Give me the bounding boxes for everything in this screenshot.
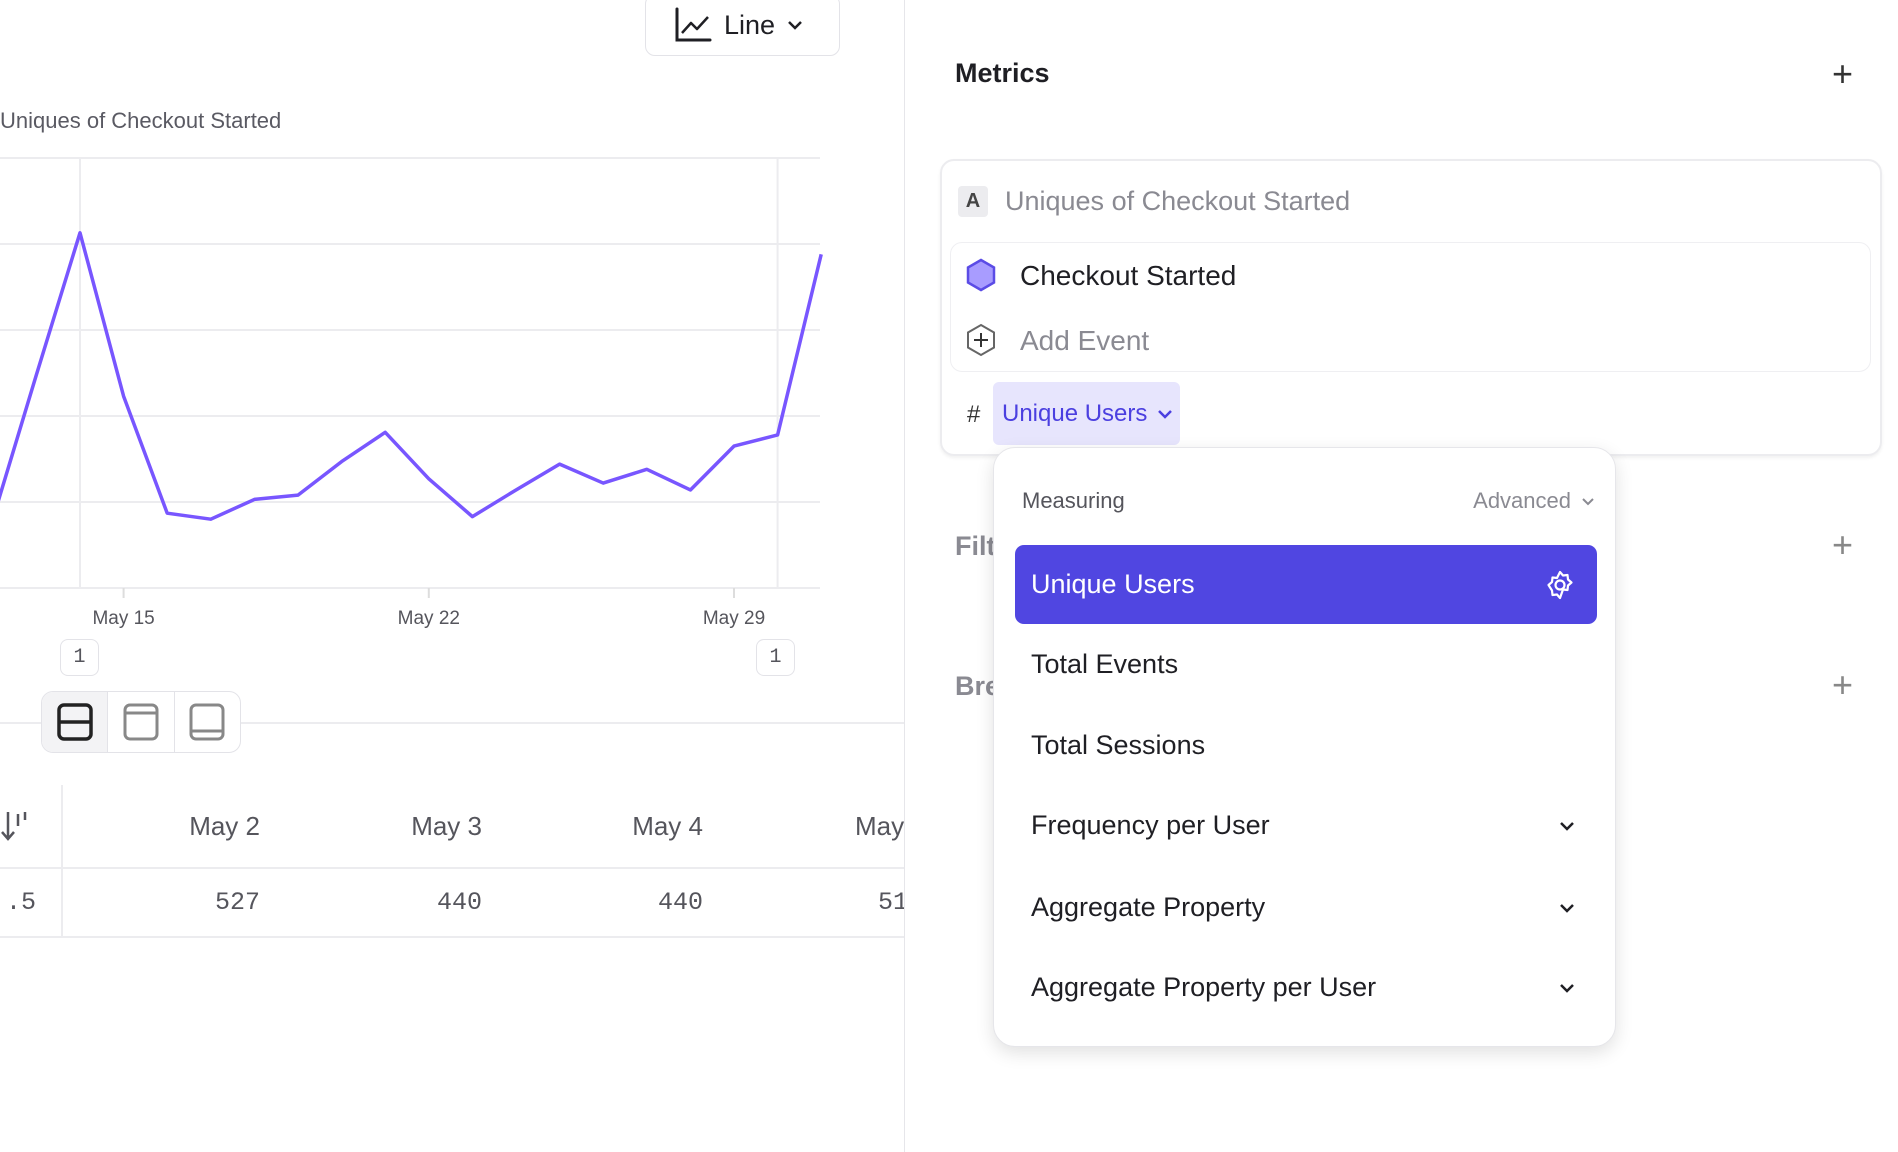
row-divider — [0, 936, 904, 938]
row-divider — [0, 867, 904, 869]
add-event-icon[interactable] — [965, 323, 997, 357]
divider — [0, 722, 904, 724]
add-metric-button[interactable]: + — [1832, 53, 1854, 94]
menu-item-aggregate-property-per-user[interactable]: Aggregate Property per User — [1015, 948, 1597, 1027]
x-tick-label: May 15 — [92, 608, 154, 629]
menu-item-label: Aggregate Property — [1031, 892, 1266, 922]
split-view-button[interactable] — [42, 692, 109, 752]
report-area: Line Uniques of Checkout Started May 15 M… — [0, 0, 905, 1152]
measure-hash-icon: # — [967, 401, 981, 428]
breakdown-title: Bre — [955, 671, 1001, 701]
table-cell: 440 — [436, 888, 482, 917]
menu-item-frequency-per-user[interactable]: Frequency per User — [1015, 786, 1597, 865]
chevron-down-icon — [1560, 983, 1574, 993]
menu-item-label: Total Sessions — [1031, 730, 1206, 760]
top-panel-icon — [123, 703, 159, 741]
metric-title[interactable]: Uniques of Checkout Started — [1005, 186, 1351, 216]
annotation-badge[interactable]: 1 — [60, 639, 99, 676]
line-chart-icon — [675, 7, 712, 42]
add-breakdown-button[interactable]: + — [1832, 664, 1854, 705]
menu-item-total-events[interactable]: Total Events — [1015, 625, 1597, 704]
chart-type-button[interactable]: Line — [645, 0, 840, 56]
bottom-view-button[interactable] — [175, 692, 240, 752]
menu-item-label: Frequency per User — [1031, 810, 1270, 840]
event-name[interactable]: Checkout Started — [1020, 260, 1237, 291]
bottom-panel-icon — [189, 703, 225, 741]
top-view-button[interactable] — [108, 692, 175, 752]
event-hexagon-icon — [966, 258, 996, 292]
measuring-dropdown-menu: Measuring Advanced Unique Users Total Ev… — [993, 447, 1616, 1047]
filters-title: Filt — [955, 531, 996, 561]
table-cell: 51 — [878, 888, 904, 917]
table-cell: 527 — [214, 888, 260, 917]
split-view-icon — [56, 703, 93, 741]
event-list — [950, 242, 1871, 372]
menu-item-total-sessions[interactable]: Total Sessions — [1015, 706, 1597, 785]
column-header[interactable]: May 4 — [632, 811, 703, 841]
table-cell: .5 — [5, 888, 36, 917]
annotation-badge[interactable]: 1 — [756, 639, 795, 676]
chart-type-label: Line — [724, 9, 776, 40]
table-cell: 440 — [657, 888, 703, 917]
chevron-down-icon — [1560, 903, 1574, 913]
column-divider — [61, 785, 63, 938]
layout-toggle — [41, 691, 241, 753]
x-tick-label: May 22 — [398, 608, 460, 629]
add-filter-button[interactable]: + — [1832, 524, 1854, 565]
line-chart: May 15 May 22 May 29 — [0, 157, 823, 629]
menu-item-unique-users[interactable]: Unique Users — [1015, 545, 1597, 624]
menu-item-label: Unique Users — [1031, 569, 1195, 599]
menu-item-aggregate-property[interactable]: Aggregate Property — [1015, 868, 1597, 947]
chart-title: Uniques of Checkout Started — [0, 108, 282, 133]
column-header[interactable]: May 2 — [189, 811, 260, 841]
chevron-down-icon — [788, 21, 802, 30]
advanced-toggle[interactable]: Advanced — [1473, 488, 1595, 514]
metric-letter-badge: A — [958, 186, 988, 217]
measure-label: Unique Users — [1002, 399, 1148, 427]
chevron-down-icon — [1582, 497, 1594, 505]
menu-item-label: Aggregate Property per User — [1031, 972, 1377, 1002]
chevron-down-icon — [1560, 821, 1574, 831]
series-line — [0, 231, 823, 521]
dropdown-header: Measuring — [1022, 488, 1125, 513]
chevron-down-icon — [1158, 409, 1173, 419]
add-event-button[interactable]: Add Event — [1020, 325, 1150, 356]
menu-item-label: Total Events — [1031, 649, 1179, 679]
gear-icon[interactable] — [1545, 570, 1575, 600]
column-header[interactable]: May — [855, 811, 905, 841]
x-tick-label: May 29 — [703, 608, 765, 629]
column-header[interactable]: May 3 — [411, 811, 482, 841]
metrics-title: Metrics — [955, 58, 1050, 88]
sort-icon[interactable] — [0, 810, 30, 842]
measure-dropdown[interactable]: Unique Users — [993, 382, 1180, 445]
advanced-label: Advanced — [1473, 488, 1571, 513]
